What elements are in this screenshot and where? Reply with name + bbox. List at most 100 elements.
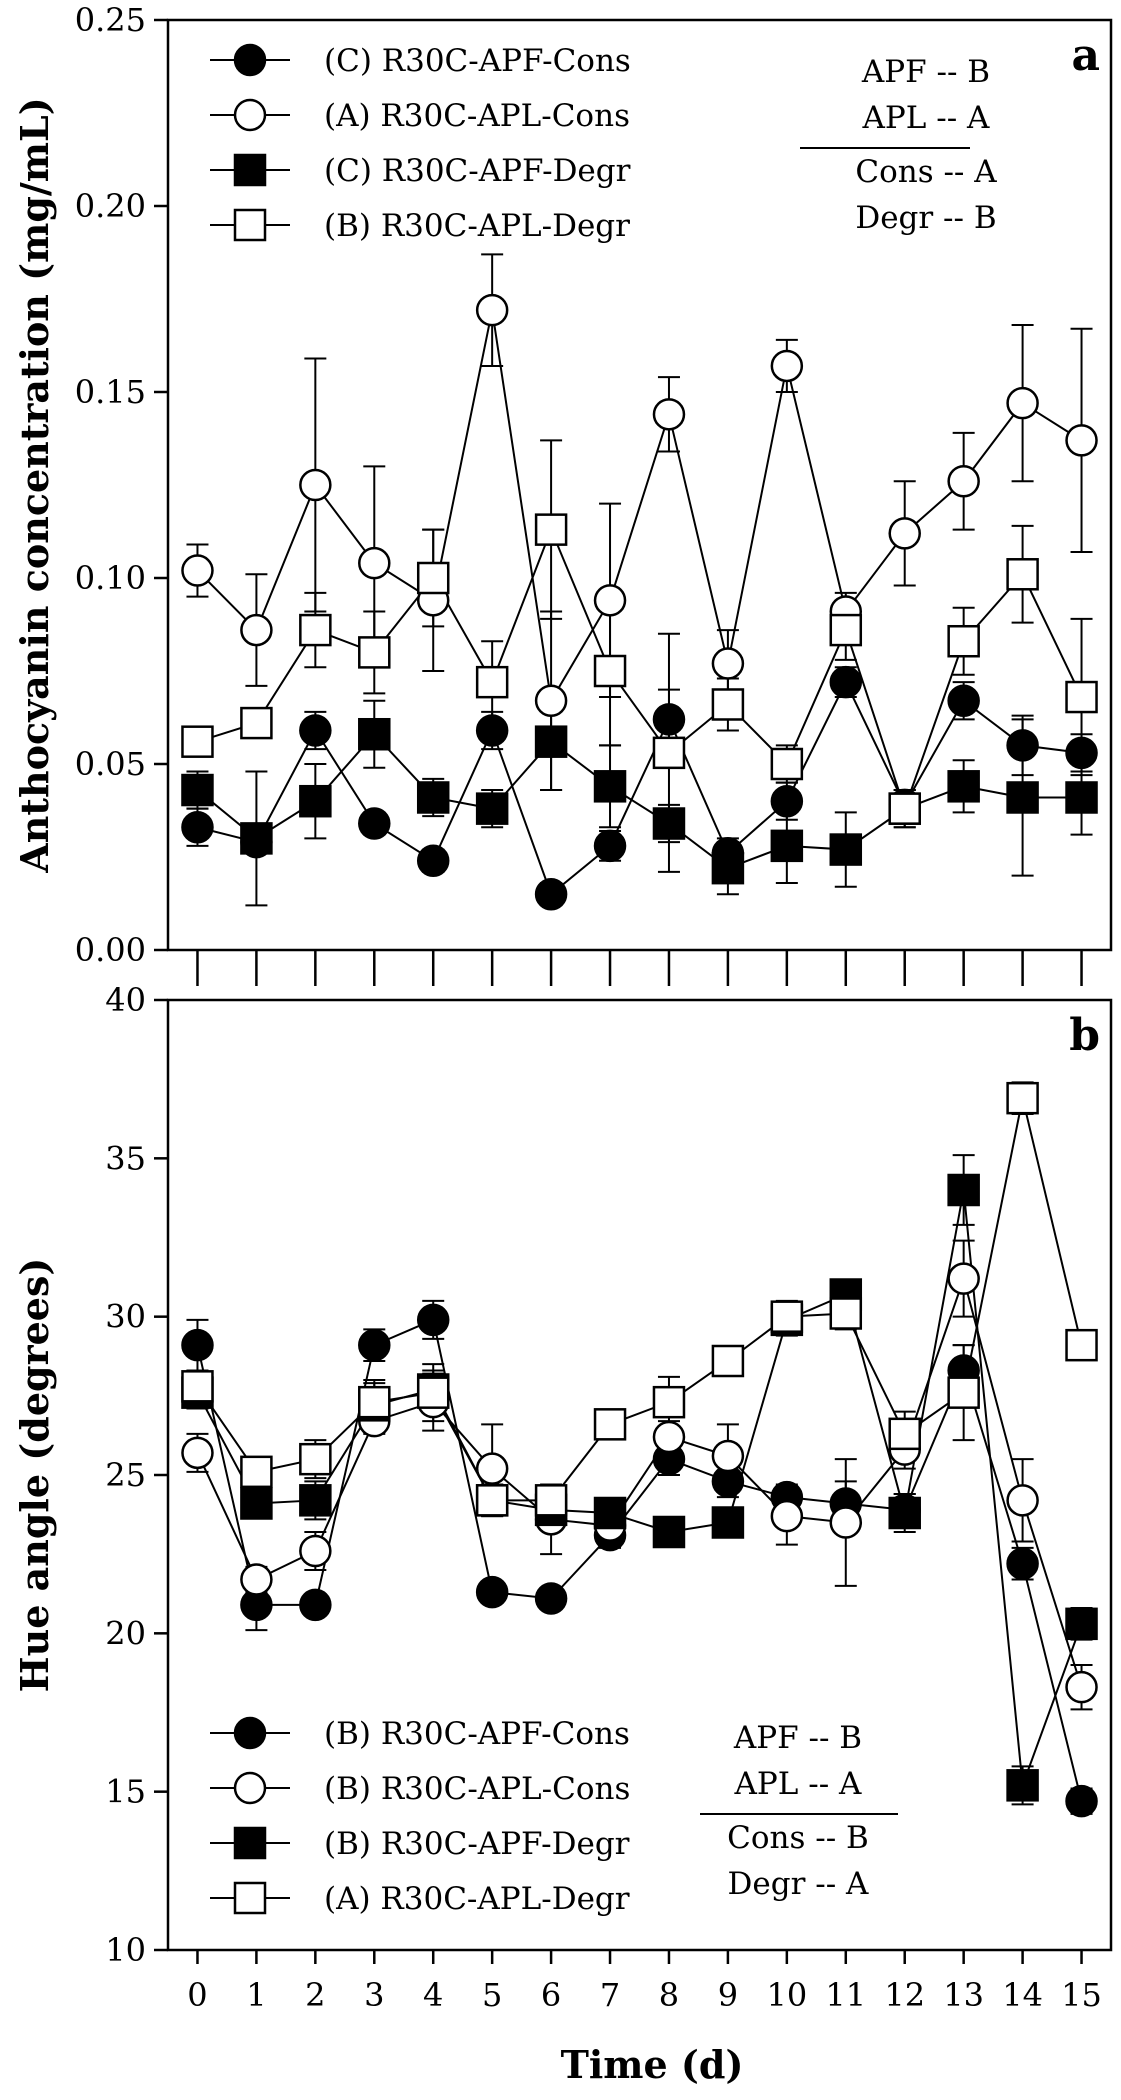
data-point: [358, 1328, 391, 1362]
legend-marker: [233, 1881, 267, 1915]
data-point: [416, 844, 450, 877]
y-tick-label: 25: [105, 1456, 146, 1494]
data-point: [593, 829, 627, 863]
legend-label: (C) R30C-APF-Degr: [324, 153, 631, 189]
data-point: [475, 1575, 509, 1609]
data-point: [181, 773, 214, 807]
x-tick-label: 7: [600, 1976, 620, 2014]
data-point: [947, 684, 980, 718]
significance-line: Cons -- B: [727, 1820, 869, 1856]
series-line: [196, 1097, 1083, 1502]
y-tick-label: 35: [105, 1139, 146, 1177]
data-point: [888, 517, 921, 550]
data-point: [358, 636, 391, 669]
data-point: [475, 665, 509, 699]
data-point: [534, 877, 568, 911]
data-point: [240, 613, 273, 647]
legend-marker: [233, 43, 267, 77]
data-point: [888, 1417, 921, 1451]
series-line: [197, 679, 1082, 896]
y-tick-label: 0.10: [75, 559, 146, 597]
data-point: [1006, 729, 1039, 762]
y-axis-title: Anthocyanin concentration (mg/mL): [12, 97, 57, 873]
data-point: [888, 1496, 921, 1530]
data-point: [829, 833, 863, 866]
x-tick-label: 5: [482, 1976, 502, 2014]
y-tick-label: 0.00: [75, 931, 146, 969]
x-tick-label: 9: [718, 1976, 738, 2014]
data-point: [711, 1439, 745, 1473]
plot-frame: [166, 18, 1113, 952]
data-point: [829, 613, 863, 647]
data-point: [1065, 736, 1098, 770]
significance-line: APL -- A: [862, 100, 990, 136]
data-point: [240, 822, 273, 855]
data-point: [1006, 1769, 1039, 1802]
data-point: [652, 1515, 686, 1549]
significance-line: APF -- B: [861, 54, 990, 90]
legend-label: (A) R30C-APL-Degr: [324, 1881, 630, 1917]
y-tick-label: 0.25: [75, 1, 146, 39]
data-point: [711, 1506, 745, 1539]
y-tick-label: 10: [105, 1931, 146, 1969]
legend-marker: [233, 1826, 267, 1860]
data-point: [652, 736, 686, 770]
y-tick-label: 0.15: [75, 373, 146, 411]
data-point: [711, 851, 745, 885]
data-point: [652, 807, 686, 840]
x-tick-label: 3: [364, 1976, 384, 2014]
y-axis-title: Hue angle (degrees): [12, 1258, 57, 1693]
data-point: [652, 398, 686, 431]
data-point: [770, 784, 804, 818]
legend-marker: [233, 98, 267, 132]
legend-label: (B) R30C-APF-Cons: [324, 1716, 630, 1752]
significance-line: Cons -- A: [855, 154, 997, 190]
data-point: [534, 725, 568, 758]
data-point: [299, 1442, 332, 1476]
x-tick-label: 6: [541, 1976, 561, 2014]
data-point: [181, 1436, 214, 1470]
series-line: [196, 1318, 1083, 1802]
legend-marker: [233, 153, 267, 187]
data-point: [1006, 781, 1039, 814]
data-point: [1065, 680, 1098, 714]
legend: (B) R30C-APF-Cons (B) R30C-APL-Cons (B) R3…: [210, 1716, 630, 1917]
series-line: [196, 309, 1083, 704]
panel-letter: a: [1071, 30, 1100, 81]
x-tick-label: 12: [884, 1976, 925, 2014]
data-point: [593, 1408, 627, 1441]
data-point: [711, 1344, 745, 1378]
series-line: [196, 732, 1082, 870]
significance-annotation: APF -- B APL -- A Cons -- B Degr -- A: [700, 1720, 898, 1902]
data-point: [593, 770, 627, 803]
data-point: [1006, 558, 1039, 591]
legend-marker: [233, 208, 267, 242]
y-tick-label: 20: [105, 1614, 146, 1652]
data-point: [711, 688, 745, 721]
legend-label: (A) R30C-APL-Cons: [324, 98, 630, 134]
data-point: [947, 624, 980, 658]
x-tick-label: 1: [246, 1976, 266, 2014]
data-point: [947, 1173, 980, 1207]
data-point: [711, 647, 745, 680]
legend-label: (B) R30C-APL-Cons: [324, 1771, 630, 1807]
significance-line: APF -- B: [733, 1720, 862, 1756]
data-point: [416, 1303, 450, 1337]
data-point: [652, 703, 686, 736]
x-tick-label: 4: [423, 1976, 443, 2014]
series-line: [197, 526, 1083, 812]
y-tick-label: 0.05: [75, 745, 146, 783]
x-axis-title: Time (d): [561, 2042, 744, 2087]
data-point: [829, 1506, 863, 1539]
data-point: [181, 725, 214, 758]
data-point: [829, 1297, 863, 1330]
data-point: [770, 1300, 804, 1333]
data-point: [181, 554, 214, 587]
significance-annotation: APF -- B APL -- A Cons -- A Degr -- B: [800, 54, 997, 236]
x-tick-label: 8: [659, 1976, 679, 2014]
data-point: [947, 770, 980, 803]
y-tick-label: 0.20: [75, 187, 146, 225]
panel-a: 0.00 0.05 0.10 0.15 0.20 0.25 Anthocyanin conc…: [12, 1, 1113, 986]
